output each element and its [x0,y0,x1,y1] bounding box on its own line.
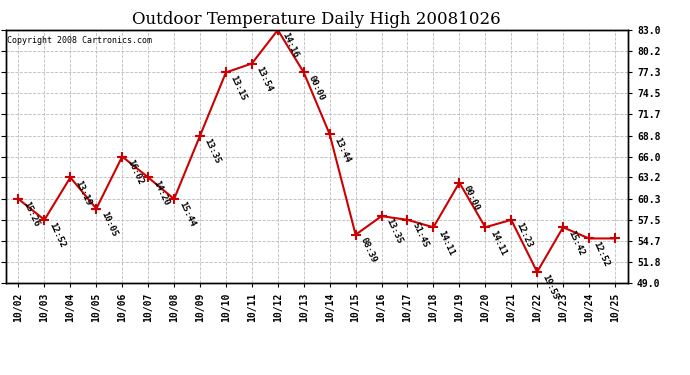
Text: 12:52: 12:52 [592,240,611,268]
Text: 14:11: 14:11 [488,229,508,257]
Text: 14:11: 14:11 [436,229,455,257]
Text: 13:15: 13:15 [228,74,248,102]
Text: 12:23: 12:23 [514,221,533,249]
Text: 13:44: 13:44 [333,136,352,164]
Text: 13:35: 13:35 [384,217,404,246]
Text: 15:26: 15:26 [21,200,41,228]
Text: 12:52: 12:52 [47,221,67,249]
Text: 13:35: 13:35 [203,137,222,165]
Text: 16:02: 16:02 [125,158,144,186]
Text: Copyright 2008 Cartronics.com: Copyright 2008 Cartronics.com [8,36,152,45]
Text: 15:44: 15:44 [177,200,197,228]
Text: 51:45: 51:45 [411,221,430,249]
Text: 00:00: 00:00 [462,184,482,212]
Text: 10:05: 10:05 [99,210,119,238]
Text: 19:55: 19:55 [540,273,560,302]
Text: 13:54: 13:54 [255,65,274,93]
Text: 08:39: 08:39 [358,236,378,264]
Text: 00:00: 00:00 [306,74,326,102]
Text: 13:19: 13:19 [73,179,92,207]
Text: 14:20: 14:20 [151,179,170,207]
Title: Outdoor Temperature Daily High 20081026: Outdoor Temperature Daily High 20081026 [132,12,501,28]
Text: 15:42: 15:42 [566,229,585,257]
Text: 14:16: 14:16 [281,32,300,60]
